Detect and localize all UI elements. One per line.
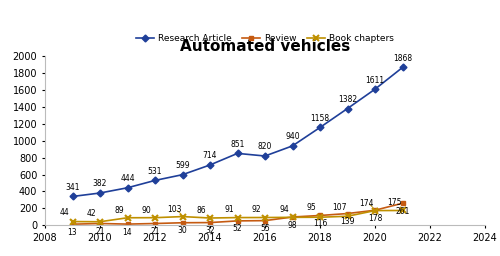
- Legend: Research Article, Review, Book chapters: Research Article, Review, Book chapters: [132, 30, 398, 47]
- Text: 116: 116: [313, 219, 327, 228]
- Research Article: [70, 195, 75, 198]
- Text: 95: 95: [307, 203, 320, 217]
- Text: 382: 382: [93, 179, 107, 188]
- Research Article: [317, 126, 323, 129]
- Text: 89: 89: [114, 206, 128, 218]
- Text: 1868: 1868: [393, 54, 412, 63]
- Text: 107: 107: [332, 204, 347, 216]
- Book chapters: [180, 215, 186, 218]
- Title: Automated vehicles: Automated vehicles: [180, 39, 350, 54]
- Text: 261: 261: [396, 207, 409, 216]
- Line: Review: Review: [70, 201, 405, 227]
- Book chapters: [207, 217, 213, 220]
- Book chapters: [152, 216, 158, 219]
- Research Article: [152, 179, 158, 182]
- Text: 1611: 1611: [366, 76, 384, 84]
- Text: 42: 42: [87, 208, 100, 222]
- Text: 1158: 1158: [310, 114, 330, 123]
- Review: [97, 222, 103, 225]
- Text: 55: 55: [260, 224, 270, 233]
- Text: 14: 14: [122, 228, 132, 237]
- Book chapters: [262, 216, 268, 219]
- Text: 175: 175: [387, 198, 402, 210]
- Review: [372, 209, 378, 212]
- Text: 714: 714: [203, 151, 217, 160]
- Text: 341: 341: [65, 183, 80, 192]
- Text: 820: 820: [258, 142, 272, 151]
- Review: [400, 202, 406, 205]
- Text: 92: 92: [252, 205, 265, 218]
- Book chapters: [372, 209, 378, 212]
- Text: 30: 30: [178, 226, 188, 235]
- Research Article: [124, 186, 130, 189]
- Book chapters: [290, 216, 296, 219]
- Text: 94: 94: [280, 205, 292, 217]
- Research Article: [400, 66, 406, 69]
- Book chapters: [317, 216, 323, 219]
- Research Article: [290, 144, 296, 147]
- Book chapters: [124, 216, 130, 219]
- Text: 52: 52: [232, 225, 242, 233]
- Review: [207, 221, 213, 224]
- Book chapters: [400, 209, 406, 212]
- Review: [317, 214, 323, 217]
- Book chapters: [234, 216, 240, 219]
- Text: 98: 98: [288, 221, 298, 230]
- Review: [234, 219, 240, 222]
- Review: [70, 223, 75, 226]
- Research Article: [262, 154, 268, 157]
- Review: [262, 219, 268, 222]
- Research Article: [234, 152, 240, 155]
- Text: 599: 599: [175, 161, 190, 170]
- Text: 851: 851: [230, 140, 244, 149]
- Text: 178: 178: [368, 214, 382, 223]
- Text: 103: 103: [167, 205, 182, 214]
- Text: 32: 32: [205, 226, 215, 235]
- Line: Research Article: Research Article: [70, 65, 405, 199]
- Text: 174: 174: [360, 199, 374, 208]
- Review: [124, 222, 130, 226]
- Text: 21: 21: [150, 227, 160, 236]
- Research Article: [372, 88, 378, 91]
- Text: 940: 940: [285, 132, 300, 141]
- Text: 90: 90: [142, 206, 155, 218]
- Text: 444: 444: [120, 174, 135, 183]
- Line: Book chapters: Book chapters: [70, 208, 406, 225]
- Text: 13: 13: [68, 228, 78, 237]
- Text: 139: 139: [340, 217, 355, 226]
- Text: 91: 91: [224, 205, 237, 218]
- Text: 1382: 1382: [338, 95, 357, 104]
- Review: [290, 216, 296, 219]
- Review: [344, 212, 350, 215]
- Research Article: [207, 163, 213, 166]
- Text: 531: 531: [148, 167, 162, 176]
- Book chapters: [344, 215, 350, 218]
- Research Article: [344, 107, 350, 110]
- Book chapters: [97, 220, 103, 223]
- Review: [180, 221, 186, 224]
- Book chapters: [70, 220, 75, 223]
- Text: 21: 21: [95, 227, 105, 236]
- Review: [152, 222, 158, 225]
- Text: 86: 86: [197, 206, 210, 218]
- Text: 44: 44: [60, 208, 72, 221]
- Research Article: [97, 191, 103, 195]
- Research Article: [180, 173, 186, 176]
